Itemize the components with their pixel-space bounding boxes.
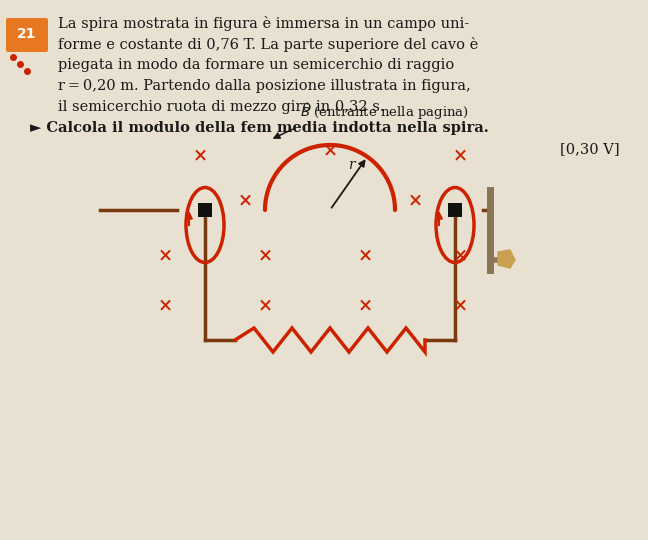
- Text: il semicerchio ruota di mezzo giro in 0,32 s.: il semicerchio ruota di mezzo giro in 0,…: [58, 100, 384, 114]
- Text: ×: ×: [452, 296, 468, 314]
- FancyBboxPatch shape: [6, 18, 48, 52]
- Text: r = 0,20 m. Partendo dalla posizione illustrata in figura,: r = 0,20 m. Partendo dalla posizione ill…: [58, 79, 470, 93]
- Text: ×: ×: [323, 141, 338, 159]
- Text: r: r: [348, 158, 354, 172]
- Text: ×: ×: [452, 246, 468, 264]
- Text: La spira mostrata in figura è immersa in un campo uni-: La spira mostrata in figura è immersa in…: [58, 16, 469, 31]
- Text: 21: 21: [17, 27, 37, 41]
- Text: ×: ×: [257, 246, 273, 264]
- Bar: [198, 203, 212, 217]
- Text: ×: ×: [192, 146, 207, 164]
- Bar: [448, 203, 462, 217]
- Text: ×: ×: [157, 296, 172, 314]
- Text: ×: ×: [257, 296, 273, 314]
- Text: ×: ×: [358, 246, 373, 264]
- Text: ×: ×: [408, 191, 422, 209]
- Text: ×: ×: [237, 191, 253, 209]
- Text: ► Calcola il modulo della fem media indotta nella spira.: ► Calcola il modulo della fem media indo…: [30, 121, 489, 135]
- Text: piegata in modo da formare un semicerchio di raggio: piegata in modo da formare un semicerchi…: [58, 58, 454, 72]
- Text: forme e costante di 0,76 T. La parte superiore del cavo è: forme e costante di 0,76 T. La parte sup…: [58, 37, 478, 52]
- Text: $\vec{B}$ (entrante nella pagina): $\vec{B}$ (entrante nella pagina): [300, 102, 469, 122]
- Text: ×: ×: [358, 296, 373, 314]
- Polygon shape: [498, 250, 515, 268]
- Text: ×: ×: [452, 146, 468, 164]
- Text: [0,30 V]: [0,30 V]: [561, 142, 620, 156]
- Text: ×: ×: [157, 246, 172, 264]
